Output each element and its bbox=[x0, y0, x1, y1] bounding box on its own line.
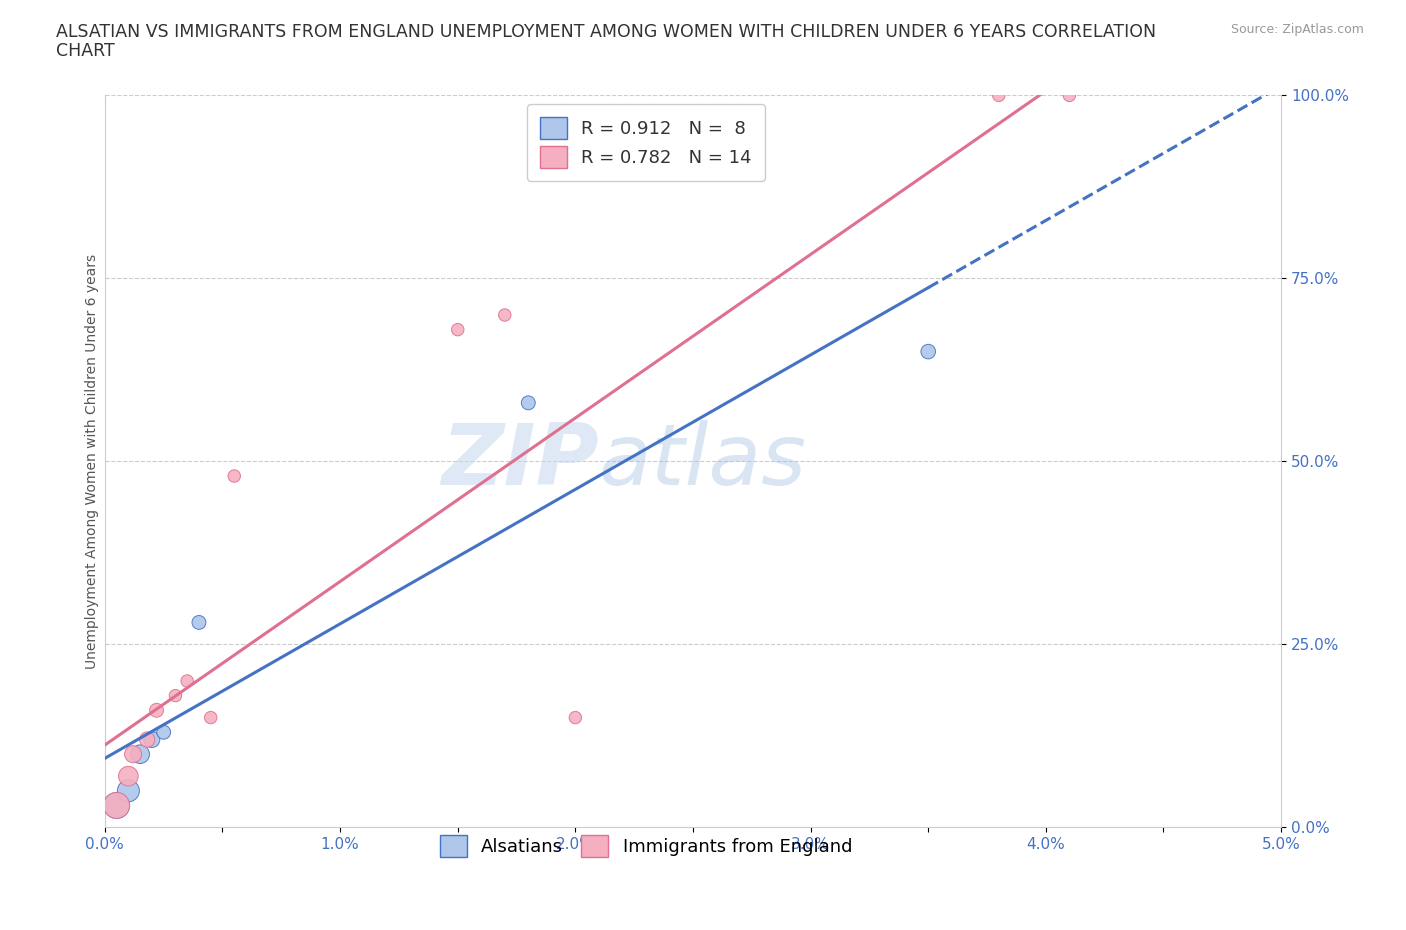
Point bbox=[200, 711, 222, 725]
Text: ALSATIAN VS IMMIGRANTS FROM ENGLAND UNEMPLOYMENT AMONG WOMEN WITH CHILDREN UNDER: ALSATIAN VS IMMIGRANTS FROM ENGLAND UNEM… bbox=[56, 23, 1156, 41]
Point bbox=[494, 308, 516, 323]
Point bbox=[141, 732, 163, 747]
Point bbox=[122, 747, 145, 762]
Text: CHART: CHART bbox=[56, 42, 115, 60]
Point bbox=[129, 747, 152, 762]
Point bbox=[447, 322, 470, 337]
Point bbox=[517, 395, 540, 410]
Point bbox=[117, 783, 139, 798]
Point bbox=[564, 711, 586, 725]
Point bbox=[917, 344, 939, 359]
Point bbox=[188, 615, 211, 630]
Point bbox=[152, 724, 174, 739]
Point bbox=[105, 798, 128, 813]
Point bbox=[165, 688, 187, 703]
Point bbox=[176, 673, 198, 688]
Point bbox=[145, 703, 167, 718]
Text: atlas: atlas bbox=[599, 420, 807, 503]
Point bbox=[987, 88, 1010, 103]
Point bbox=[1059, 88, 1081, 103]
Point bbox=[136, 732, 159, 747]
Point bbox=[117, 769, 139, 784]
Point bbox=[105, 798, 128, 813]
Text: ZIP: ZIP bbox=[441, 420, 599, 503]
Point bbox=[224, 469, 246, 484]
Y-axis label: Unemployment Among Women with Children Under 6 years: Unemployment Among Women with Children U… bbox=[86, 254, 100, 669]
Text: Source: ZipAtlas.com: Source: ZipAtlas.com bbox=[1230, 23, 1364, 36]
Legend: Alsatians, Immigrants from England: Alsatians, Immigrants from England bbox=[427, 822, 865, 870]
